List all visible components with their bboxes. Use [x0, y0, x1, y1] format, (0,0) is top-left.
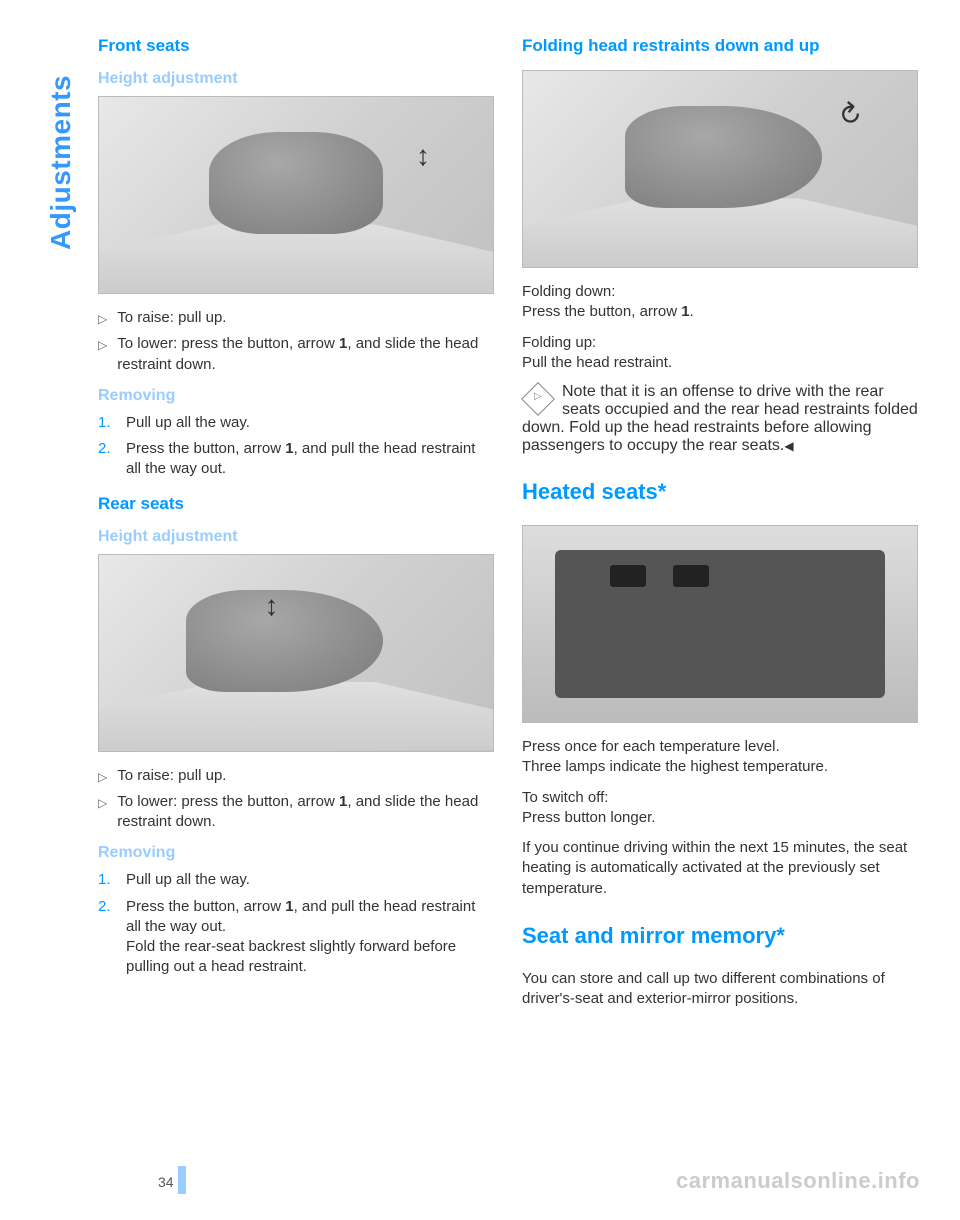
- list-item: To lower: press the button, arrow 1, and…: [98, 792, 494, 833]
- rear-height-adj-heading: Height adjustment: [98, 528, 494, 546]
- list-text: Pull up all the way.: [126, 870, 250, 890]
- front-removing-list: 1. Pull up all the way. 2. Press the butt…: [98, 413, 494, 480]
- figure-folding-headrest: ↻: [522, 70, 918, 268]
- rear-removing-heading: Removing: [98, 844, 494, 862]
- list-item: 1. Pull up all the way.: [98, 870, 494, 890]
- bullet-text: To raise: pull up.: [117, 308, 226, 328]
- page-footer: 34 carmanualsonline.info: [0, 1166, 960, 1194]
- bullet-text: To lower: press the button, arrow 1, and…: [117, 792, 494, 833]
- rear-height-bullets: To raise: pull up. To lower: press the b…: [98, 766, 494, 833]
- section-tab: Adjustments: [45, 75, 77, 250]
- heated-switch-off: To switch off: Press button longer.: [522, 788, 918, 829]
- list-number: 2.: [98, 439, 116, 480]
- list-item: To raise: pull up.: [98, 766, 494, 786]
- seat-memory-p1: You can store and call up two different …: [522, 969, 918, 1010]
- front-height-adj-heading: Height adjustment: [98, 70, 494, 88]
- left-column: Front seats Height adjustment ↕ To raise…: [98, 36, 494, 1019]
- list-text: Press the button, arrow 1, and pull the …: [126, 439, 494, 480]
- list-item: 2. Press the button, arrow 1, and pull t…: [98, 439, 494, 480]
- heated-p1: Press once for each temperature level. T…: [522, 737, 918, 778]
- figure-rear-headrest: ↕: [98, 554, 494, 752]
- watermark: carmanualsonline.info: [676, 1168, 920, 1194]
- page-number: 34: [158, 1174, 174, 1190]
- list-item: 1. Pull up all the way.: [98, 413, 494, 433]
- page-bar: [178, 1166, 186, 1194]
- seat-memory-heading: Seat and mirror memory*: [522, 923, 918, 949]
- note-end-icon: ◀: [784, 439, 793, 453]
- front-seats-heading: Front seats: [98, 36, 494, 56]
- list-number: 2.: [98, 897, 116, 978]
- heated-seats-heading: Heated seats*: [522, 479, 918, 505]
- rear-removing-list: 1. Pull up all the way. 2. Press the butt…: [98, 870, 494, 977]
- list-text: Press the button, arrow 1, and pull the …: [126, 897, 494, 978]
- figure-front-headrest: ↕: [98, 96, 494, 294]
- list-number: 1.: [98, 870, 116, 890]
- folding-down: Folding down: Press the button, arrow 1.: [522, 282, 918, 323]
- front-removing-heading: Removing: [98, 387, 494, 405]
- page-content: Front seats Height adjustment ↕ To raise…: [98, 36, 918, 1019]
- rear-seats-heading: Rear seats: [98, 494, 494, 514]
- front-height-bullets: To raise: pull up. To lower: press the b…: [98, 308, 494, 375]
- heated-p3: If you continue driving within the next …: [522, 838, 918, 899]
- folding-heading: Folding head restraints down and up: [522, 36, 918, 56]
- warning-icon: [522, 383, 556, 413]
- page-number-wrap: 34: [158, 1166, 186, 1194]
- list-item: To lower: press the button, arrow 1, and…: [98, 334, 494, 375]
- list-item: To raise: pull up.: [98, 308, 494, 328]
- bullet-text: To lower: press the button, arrow 1, and…: [117, 334, 494, 375]
- bullet-text: To raise: pull up.: [117, 766, 226, 786]
- figure-heated-seats: [522, 525, 918, 723]
- list-number: 1.: [98, 413, 116, 433]
- warning-note: Note that it is an offense to drive with…: [522, 383, 918, 455]
- note-text: Note that it is an offense to drive with…: [522, 383, 918, 454]
- right-column: Folding head restraints down and up ↻ Fo…: [522, 36, 918, 1019]
- list-text: Pull up all the way.: [126, 413, 250, 433]
- list-item: 2. Press the button, arrow 1, and pull t…: [98, 897, 494, 978]
- folding-up: Folding up: Pull the head restraint.: [522, 333, 918, 374]
